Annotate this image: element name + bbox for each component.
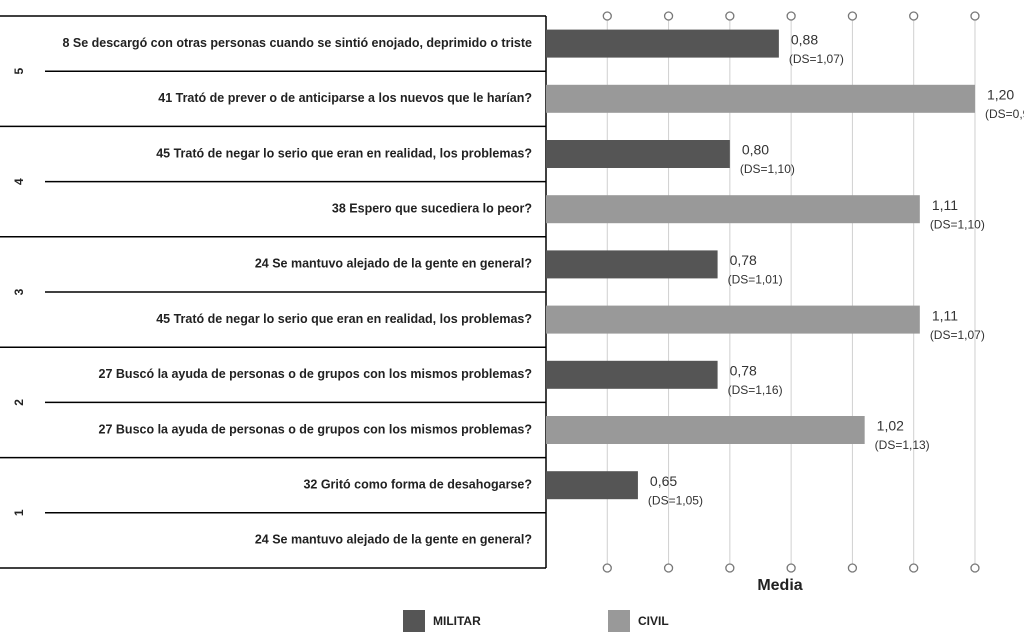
legend-label: CIVIL [638,614,669,628]
tick-mark [970,11,980,21]
value-label: 1,11 [932,197,958,213]
tick-mark [909,11,919,21]
bar [546,29,779,58]
bar [546,305,920,334]
sd-label: (DS=1,10) [740,162,795,176]
group-label: 5 [12,68,26,75]
value-label: 1,11 [932,307,958,323]
sd-label: (DS=1,01) [728,273,783,287]
x-axis-label: Media [757,577,802,594]
category-label: 27 Busco la ayuda de personas o de grupo… [99,422,532,436]
bar [546,195,920,224]
value-label: 1,20 [987,87,1014,103]
bar [546,360,718,389]
sd-label: (DS=1,13) [875,438,930,452]
category-label: 27 Buscó la ayuda de personas o de grupo… [99,367,532,381]
tick-mark [847,563,858,573]
sd-label: (DS=0,99) [985,107,1024,121]
tick-mark [786,11,796,21]
bar [546,140,730,168]
value-label: 0,80 [742,142,769,158]
bar [546,416,865,444]
sd-label: (DS=1,07) [930,328,985,342]
category-label: 45 Trató de negar lo serio que eran en r… [156,312,532,326]
sd-label: (DS=1,07) [789,52,844,66]
value-label: 0,78 [730,252,757,268]
value-label: 0,78 [730,363,757,379]
bar [546,471,638,500]
sd-label: (DS=1,05) [648,493,703,507]
bar [546,250,718,279]
category-label: 32 Gritó como forma de desahogarse? [303,477,532,491]
value-label: 0,65 [650,473,677,489]
category-label: 41 Trató de prever o de anticiparse a lo… [158,91,532,105]
tick-mark [786,563,796,573]
group-label: 1 [12,509,26,516]
tick-mark [602,563,612,573]
bar [546,84,975,113]
tick-mark [663,11,674,21]
group-label: 4 [12,178,26,185]
group-label: 3 [12,288,26,295]
tick-mark [602,11,612,21]
tick-mark [909,563,919,573]
category-label: 38 Espero que sucediera lo peor? [332,201,532,215]
tick-mark [725,563,735,573]
group-label: 2 [12,399,26,406]
legend-swatch [608,610,630,632]
tick-mark [970,563,980,573]
sd-label: (DS=1,16) [728,383,783,397]
category-label: 8 Se descargó con otras personas cuando … [62,36,532,50]
category-label: 45 Trató de negar lo serio que eran en r… [156,146,532,160]
sd-label: (DS=1,10) [930,217,985,231]
value-label: 0,88 [791,31,818,47]
category-label: 24 Se mantuvo alejado de la gente en gen… [255,533,532,547]
tick-mark [847,11,858,21]
tick-mark [725,11,735,21]
category-label: 24 Se mantuvo alejado de la gente en gen… [255,257,532,271]
legend-swatch [403,610,425,632]
value-label: 1,02 [877,418,904,434]
tick-mark [663,563,674,573]
legend-label: MILITAR [433,614,481,628]
